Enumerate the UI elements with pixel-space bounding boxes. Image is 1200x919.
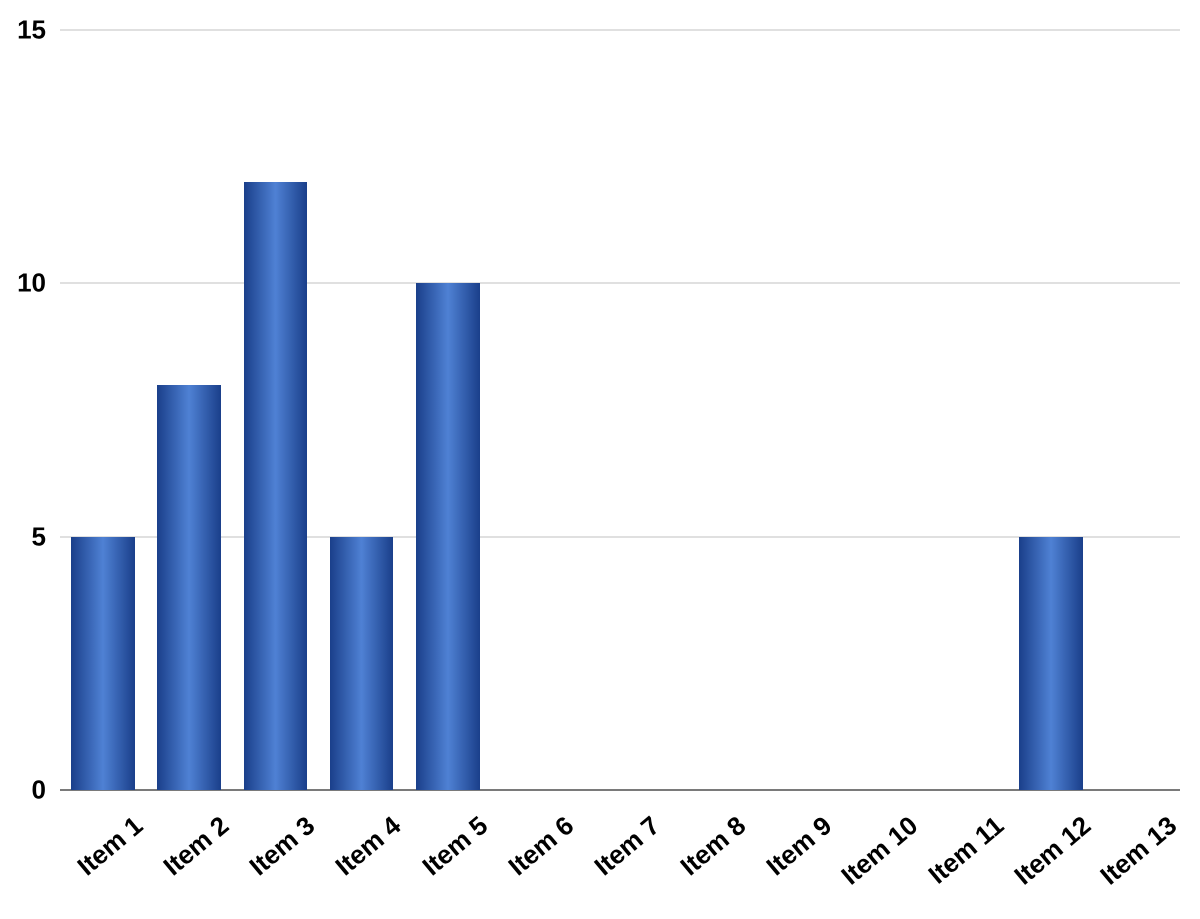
x-tick-label: Item 10 [836,810,925,891]
x-tick-label: Item 13 [1094,810,1183,891]
bar [330,537,394,790]
x-tick-label: Item 12 [1008,810,1097,891]
x-tick-label: Item 11 [923,810,1010,890]
y-tick-label: 10 [0,268,46,299]
gridline [60,282,1180,284]
x-tick-label: Item 8 [674,810,751,882]
gridline [60,536,1180,538]
y-tick-label: 5 [0,521,46,552]
x-axis-baseline [60,789,1180,791]
x-tick-label: Item 6 [502,810,579,882]
x-tick-label: Item 7 [588,810,665,882]
bar [244,182,308,790]
bar [157,385,221,790]
x-tick-label: Item 9 [761,810,838,882]
x-tick-label: Item 4 [330,810,407,882]
x-tick-label: Item 2 [157,810,234,882]
plot-area [60,30,1180,790]
x-tick-label: Item 3 [244,810,321,882]
bar [1019,537,1083,790]
x-tick-label: Item 1 [71,810,148,882]
y-tick-label: 0 [0,775,46,806]
bar [416,283,480,790]
bar [71,537,135,790]
gridline [60,29,1180,31]
x-tick-label: Item 5 [416,810,493,882]
y-tick-label: 15 [0,15,46,46]
bar-chart: 051015Item 1Item 2Item 3Item 4Item 5Item… [0,0,1200,919]
